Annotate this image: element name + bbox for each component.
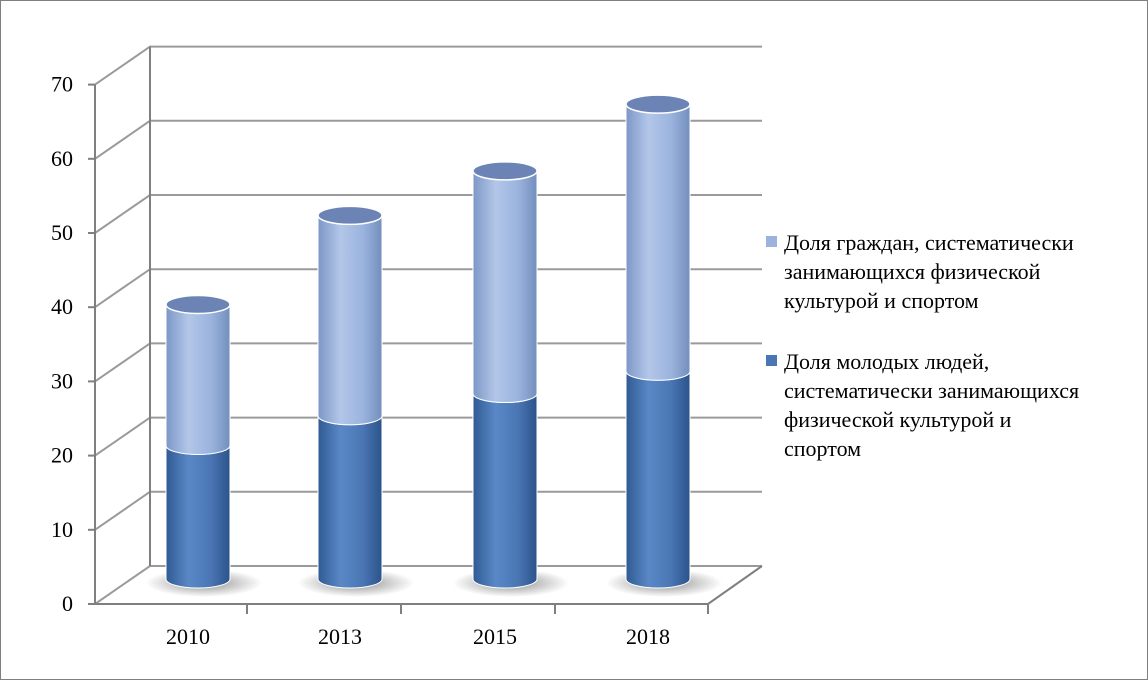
bar-cap-2013 — [317, 205, 383, 226]
legend-item-citizens: Доля граждан, систематически занимающихс… — [766, 228, 1116, 315]
y-tick-label: 40 — [51, 294, 73, 319]
bar-all-2015 — [472, 170, 538, 403]
legend-label-citizens: Доля граждан, систематически занимающихс… — [784, 230, 1074, 313]
bar-all-2018 — [625, 104, 691, 381]
y-tick-label: 20 — [51, 443, 73, 468]
x-category-labels: 2010 2013 2015 2018 — [166, 624, 670, 649]
axes — [88, 46, 763, 614]
bar-young-2015 — [472, 393, 538, 589]
bar-cap-2018 — [625, 94, 691, 114]
x-category-label: 2013 — [318, 624, 362, 649]
y-tick-label: 0 — [62, 591, 73, 616]
legend-swatch-citizens — [766, 236, 777, 247]
bar-young-2013 — [317, 415, 383, 589]
gridline — [94, 45, 762, 86]
legend-swatch-youth — [766, 355, 777, 366]
x-category-label: 2015 — [473, 624, 517, 649]
legend-label-youth: Доля молодых людей, систематически заним… — [784, 349, 1080, 461]
bar-young-2018 — [625, 371, 691, 589]
bar-young-2010 — [165, 445, 231, 589]
legend-item-youth: Доля молодых людей, систематически заним… — [766, 347, 1086, 463]
y-tick-labels: 0 10 20 30 40 50 60 70 — [51, 72, 73, 616]
y-tick-label: 60 — [51, 146, 73, 171]
bar-all-2013 — [317, 215, 383, 426]
bar-cap-2015 — [472, 161, 538, 181]
x-category-label: 2018 — [626, 624, 670, 649]
x-category-label: 2010 — [166, 624, 210, 649]
y-tick-label: 30 — [51, 368, 73, 393]
bars — [146, 94, 722, 597]
legend: Доля граждан, систематически занимающихс… — [766, 228, 1138, 495]
y-tick-label: 70 — [51, 72, 73, 97]
y-tick-label: 10 — [51, 517, 73, 542]
bar-all-2010 — [165, 304, 231, 455]
bar-cap-2010 — [165, 294, 231, 315]
y-tick-label: 50 — [51, 220, 73, 245]
